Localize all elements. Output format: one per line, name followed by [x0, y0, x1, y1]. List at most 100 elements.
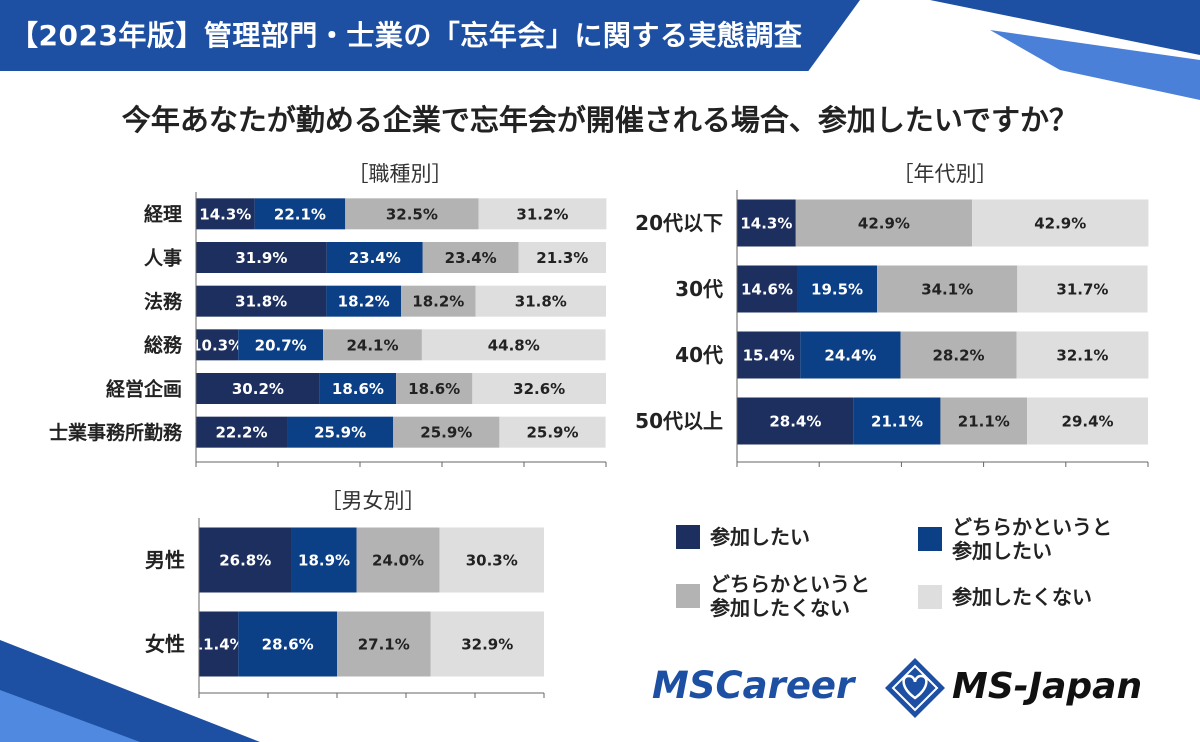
question-subtitle: 今年あなたが勤める企業で忘年会が開催される場合、参加したいですか？ — [121, 103, 1079, 137]
legend-item-not-want: 参加したくない — [918, 585, 1092, 609]
bar-segment — [326, 242, 423, 273]
legend-label: どちらかというと 参加したくない — [710, 572, 870, 620]
bar-segment — [396, 373, 473, 404]
heart-diamond-icon — [885, 658, 945, 718]
bar-segment — [737, 199, 796, 247]
data-label: 20.7% — [255, 336, 307, 354]
bar-segment — [287, 416, 394, 448]
bar-segment — [319, 373, 397, 404]
bar-segment — [421, 329, 606, 361]
category-label: 30代 — [675, 277, 723, 301]
data-label: 14.6% — [741, 281, 793, 299]
bar-segment — [422, 242, 519, 273]
category-label: 男性 — [145, 548, 185, 572]
data-label: 21.3% — [536, 249, 588, 267]
data-label: 42.9% — [1034, 215, 1086, 233]
bar-segment — [853, 397, 941, 445]
bar-segment — [196, 198, 255, 230]
bar-segment — [499, 416, 606, 448]
bar-segment — [940, 397, 1028, 445]
bar-segment — [196, 242, 327, 273]
bar-segment — [196, 285, 327, 317]
data-label: 31.9% — [235, 249, 287, 267]
data-label: 30.2% — [232, 380, 284, 398]
bar-segment — [196, 416, 288, 448]
bar-segment — [737, 397, 854, 445]
bar-segment — [430, 611, 544, 677]
data-label: 15.4% — [743, 347, 795, 365]
bar-segment — [518, 242, 606, 273]
bar-segment — [1017, 265, 1148, 313]
category-label: 経理 — [144, 203, 182, 226]
data-label: 21.1% — [958, 413, 1010, 431]
data-label: 18.9% — [298, 552, 350, 570]
data-label: 18.2% — [412, 293, 464, 311]
bar-segment — [393, 416, 500, 448]
bar-segment — [478, 198, 607, 230]
mscareer-logo: MSCareer — [652, 664, 855, 707]
bar-segment — [737, 265, 798, 313]
data-label: 26.8% — [219, 552, 271, 570]
gender-section-title: ［男女別］ — [320, 489, 426, 513]
category-label: 法務 — [144, 290, 183, 313]
category-label: 総務 — [144, 334, 183, 357]
legend-swatch-blue — [918, 527, 942, 551]
category-label: 20代以下 — [635, 211, 723, 235]
page-title: 【2023年版】管理部門・士業の「忘年会」に関する実態調査 — [10, 19, 803, 52]
legend-swatch-lightgray — [918, 585, 942, 609]
data-label: 32.5% — [386, 205, 438, 223]
data-label: 24.4% — [824, 347, 876, 365]
legend-item-somewhat-want: どちらかというと 参加したい — [918, 515, 1112, 563]
category-label: 40代 — [675, 343, 723, 367]
data-label: 22.1% — [274, 205, 326, 223]
data-label: 11.4% — [193, 636, 245, 654]
category-label: 人事 — [144, 246, 182, 269]
stripe-top-right-light — [990, 30, 1200, 100]
bar-segment — [254, 198, 346, 230]
data-label: 42.9% — [858, 215, 910, 233]
data-label: 21.1% — [871, 413, 923, 431]
legend-label: 参加したい — [710, 525, 810, 549]
data-label: 25.9% — [314, 424, 366, 442]
data-label: 19.5% — [811, 281, 863, 299]
legend-item-somewhat-not-want: どちらかというと 参加したくない — [676, 572, 870, 620]
data-label: 23.4% — [445, 249, 497, 267]
bar-segment — [337, 611, 431, 677]
bar-segment — [439, 527, 544, 593]
data-label: 18.2% — [338, 293, 390, 311]
bar-segment — [345, 198, 479, 230]
data-label: 25.9% — [420, 424, 472, 442]
bar-segment — [326, 285, 401, 317]
data-label: 14.3% — [740, 215, 792, 233]
bar-segment — [199, 527, 292, 593]
bar-segment — [323, 329, 422, 361]
bar-segment — [1027, 397, 1148, 445]
data-label: 31.2% — [516, 205, 568, 223]
category-label: 女性 — [145, 632, 185, 656]
data-label: 31.7% — [1056, 281, 1108, 299]
bar-segment — [877, 265, 1018, 313]
data-label: 14.3% — [199, 205, 251, 223]
category-label: 士業事務所勤務 — [49, 421, 183, 444]
data-label: 24.0% — [372, 552, 424, 570]
legend-label: どちらかというと 参加したい — [952, 515, 1112, 563]
data-label: 32.9% — [461, 636, 513, 654]
bar-segment — [196, 373, 320, 404]
bar-segment — [196, 329, 239, 361]
bar-segment — [291, 527, 357, 593]
data-label: 44.8% — [488, 336, 540, 354]
bar-segment — [1016, 331, 1149, 379]
legend-label: 参加したくない — [952, 585, 1092, 609]
bar-segment — [401, 285, 476, 317]
data-label: 29.4% — [1062, 413, 1114, 431]
data-label: 28.4% — [769, 413, 821, 431]
bar-segment — [238, 611, 337, 677]
data-label: 28.6% — [262, 636, 314, 654]
bar-segment — [356, 527, 440, 593]
data-label: 25.9% — [526, 424, 578, 442]
bar-segment — [797, 265, 878, 313]
